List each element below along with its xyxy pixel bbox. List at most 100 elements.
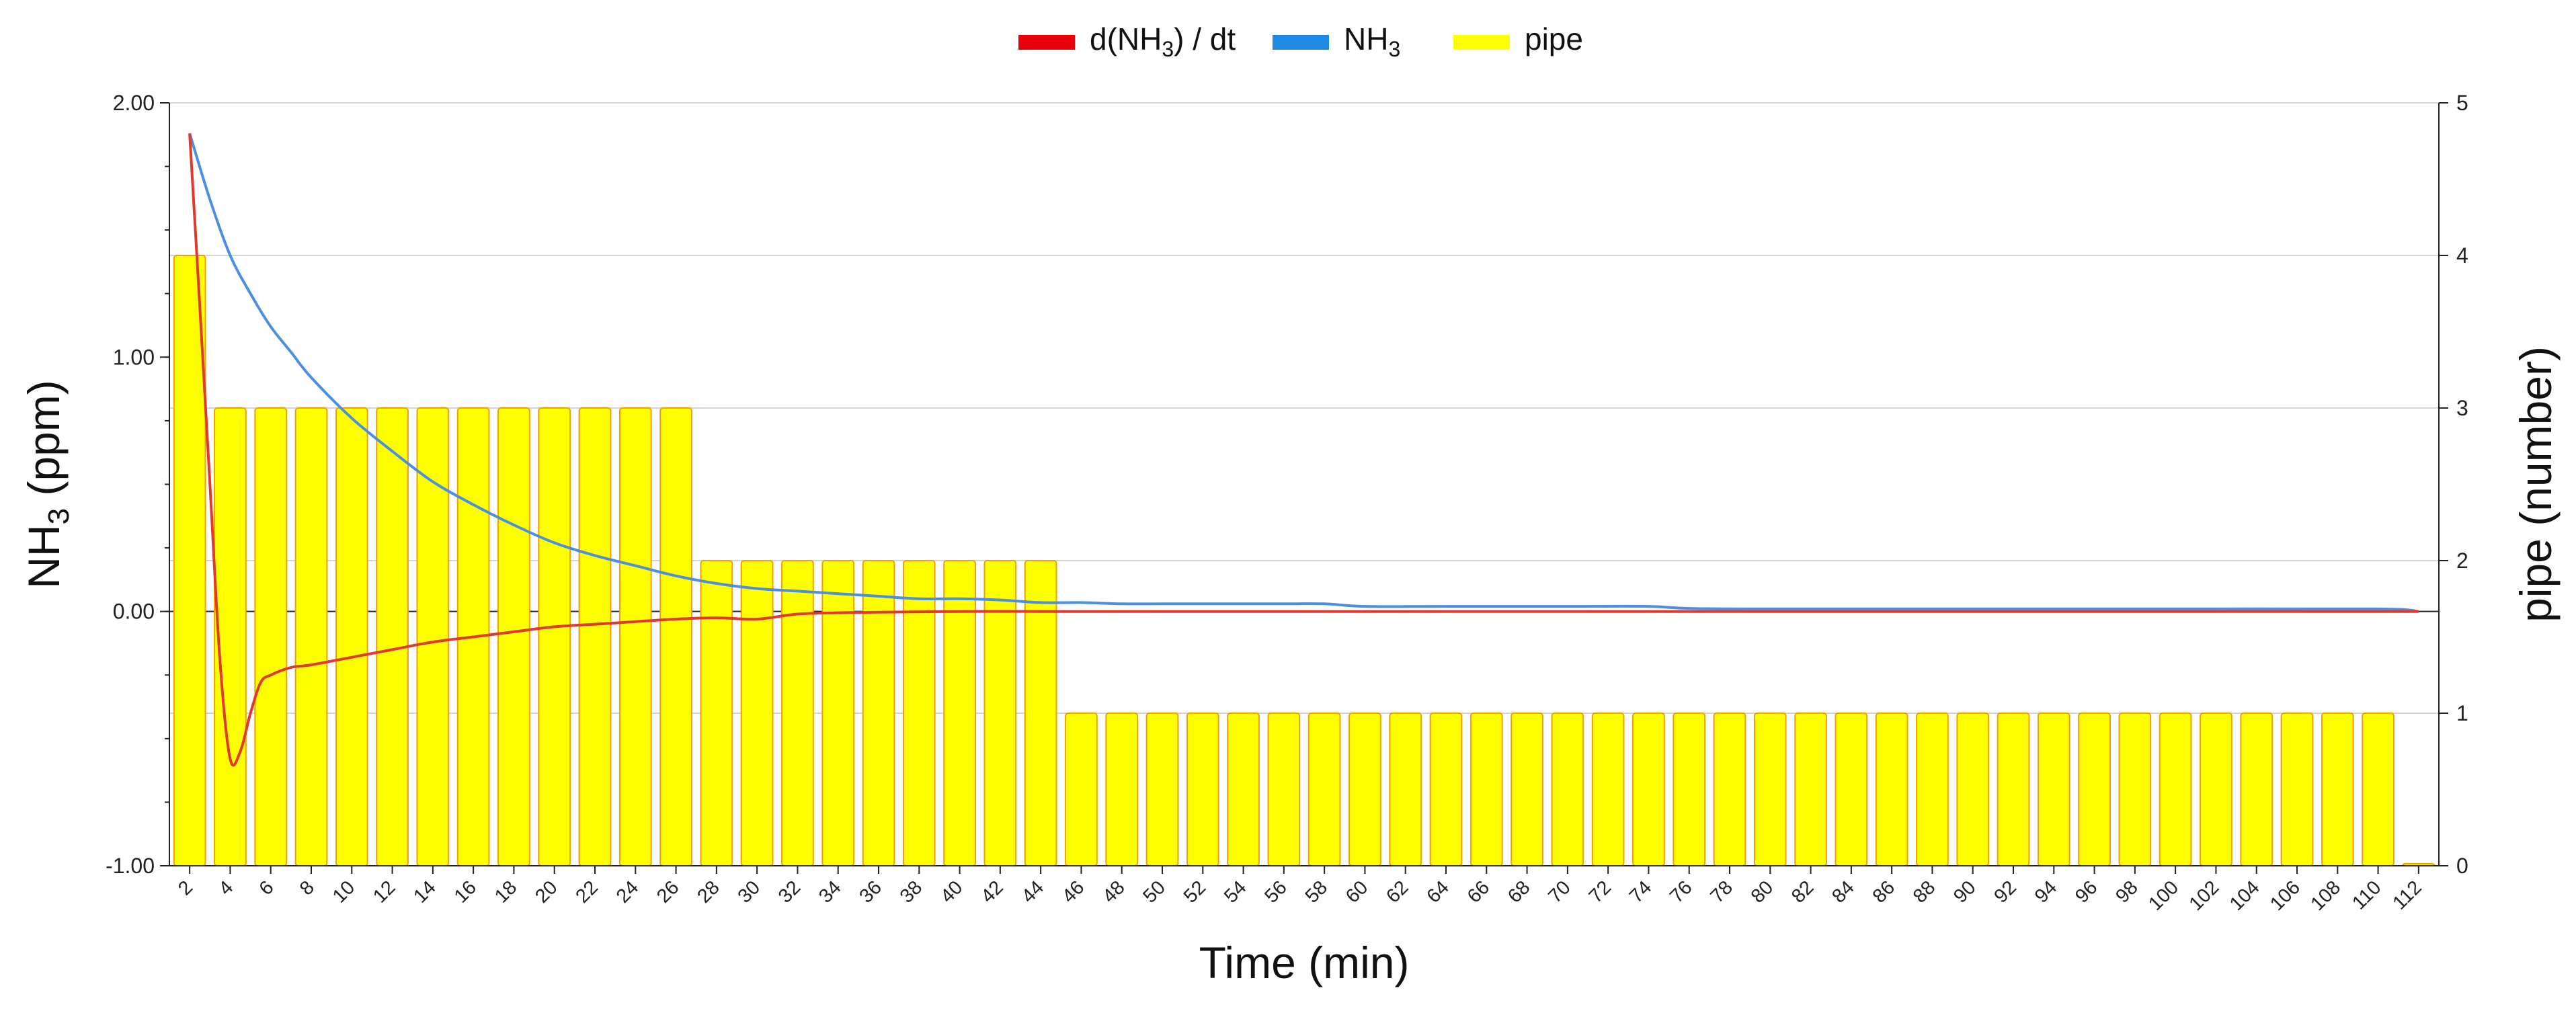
x-tick-label: 20 [531,877,561,907]
pipe-bar [1551,713,1584,866]
legend-label-dNH3: d(NH3) / dt [1090,22,1236,61]
pipe-bar [294,407,328,866]
pipe-bar [1713,713,1746,866]
x-tick-label: 74 [1625,877,1656,907]
x-tick-label: 36 [856,877,886,907]
x-tick-label: 92 [1990,877,2021,907]
x-tick-label: 40 [936,877,967,907]
pipe-bar [538,407,571,866]
legend: d(NH3) / dt NH3 pipe [1018,22,1583,61]
x-tick-label: 84 [1828,877,1858,907]
pipe-bar [1307,713,1341,866]
x-tick-label: 10 [329,877,359,907]
x-tick-label: 42 [977,877,1007,907]
pipe-bar [2321,713,2354,866]
x-tick-label: 52 [1180,877,1210,907]
x-tick-label: 78 [1707,877,1737,907]
x-tick-label: 18 [491,877,521,907]
x-tick-label: 46 [1058,877,1088,907]
right-tick-label: 3 [2456,396,2468,420]
x-tick-label: 50 [1139,877,1170,907]
x-tick-label: 102 [2185,877,2224,915]
line-series [188,132,2419,767]
x-tick-label: 70 [1544,877,1574,907]
pipe-bar [2362,713,2394,866]
left-tick-label: 1.00 [113,345,155,369]
pipe-bar [2280,713,2314,866]
x-tick-label: 8 [296,877,319,899]
pipe-bar [1794,713,1827,866]
x-tick-label: 94 [2031,877,2061,907]
left-tick-label: -1.00 [106,854,155,878]
pipe-bar [2078,713,2111,866]
pipe-bar [1956,713,1990,866]
pipe-bar [1673,713,1706,866]
pipe-bar [578,407,612,866]
pipe-bar [497,407,530,866]
x-tick-label: 86 [1869,877,1899,907]
pipe-bar [1997,713,2030,866]
right-tick-label: 2 [2456,549,2468,573]
pipe-bar [1227,713,1260,866]
pipe-bar [1591,713,1625,866]
pipe-bar [1875,713,1908,866]
x-tick-label: 32 [774,877,805,907]
x-tick-label: 96 [2071,877,2101,907]
x-tick-label: 22 [572,877,602,907]
x-tick-label: 90 [1949,877,1980,907]
x-tick-label: 68 [1504,877,1534,907]
pipe-bar [1024,560,1057,866]
x-tick-label: 106 [2266,877,2304,915]
pipe-bar [1916,713,1949,866]
nh3-line [188,132,2419,613]
pipe-bar [1470,713,1503,866]
pipe-bar [2159,713,2192,866]
pipe-bar [781,560,814,866]
right-tick-label: 5 [2456,91,2468,115]
pipe-bar [254,407,288,866]
pipe-bar [1429,713,1463,866]
x-tick-label: 108 [2306,877,2345,915]
pipe-bar [821,560,855,866]
x-tick-label: 44 [1018,877,1048,907]
pipe-bar [1145,713,1179,866]
x-tick-label: 58 [1301,877,1332,907]
pipe-bar [1389,713,1422,866]
right-axis-title: pipe (number) [2511,346,2561,622]
x-tick-label: 16 [450,877,481,907]
pipe-bar [1632,713,1665,866]
pipe-bar [740,560,774,866]
pipe-bar [902,560,936,866]
pipe-bar [862,560,895,866]
right-tick-label: 1 [2456,701,2468,725]
pipe-bar [1267,713,1301,866]
x-tick-label: 112 [2388,877,2425,914]
x-tick-label: 56 [1260,877,1291,907]
x-tick-label: 100 [2144,877,2183,915]
legend-swatch-pipe [1453,35,1510,50]
x-tick-label: 4 [214,877,237,899]
legend-label-pipe: pipe [1525,22,1583,56]
pipe-bar [2037,713,2070,866]
legend-swatch-NH3 [1273,35,1329,50]
pipe-bar [173,255,206,866]
pipe-bar [2118,713,2152,866]
pipe-bar [700,560,733,866]
x-tick-label: 110 [2348,877,2385,914]
pipe-bar [376,407,409,866]
pipe-bar [618,407,652,866]
pipe-bar [2200,713,2232,866]
x-tick-label: 80 [1747,877,1777,907]
x-tick-label: 6 [255,877,278,899]
x-tick-label: 98 [2111,877,2142,907]
x-tick-label: 60 [1342,877,1372,907]
pipe-bar [1349,713,1381,866]
x-tick-label: 26 [653,877,683,907]
right-tick-label: 0 [2456,854,2468,878]
x-tick-label: 62 [1382,877,1412,907]
pipe-bar [1186,713,1219,866]
x-tick-label: 54 [1220,877,1250,907]
left-tick-label: 0.00 [113,600,155,624]
legend-swatch-dNH3 [1018,35,1075,50]
